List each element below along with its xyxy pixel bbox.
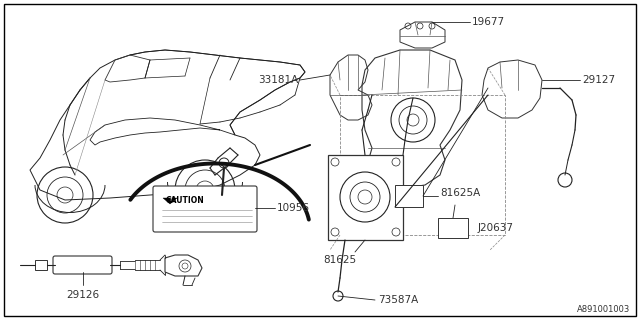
Text: !: ! (169, 196, 172, 202)
Text: 29126: 29126 (67, 290, 100, 300)
Text: 33181A: 33181A (258, 75, 298, 85)
Text: A891001003: A891001003 (577, 305, 630, 314)
Text: 73587A: 73587A (378, 295, 419, 305)
Text: 81625A: 81625A (440, 188, 480, 198)
Bar (395, 185, 423, 207)
FancyBboxPatch shape (153, 186, 257, 232)
Text: 29127: 29127 (582, 75, 615, 85)
Text: 19677: 19677 (472, 17, 505, 27)
Text: J20637: J20637 (478, 223, 514, 233)
Text: 81625: 81625 (323, 255, 356, 265)
Bar (340, 95, 505, 235)
FancyBboxPatch shape (53, 256, 112, 274)
Text: 10956: 10956 (277, 203, 310, 213)
Bar (328, 155, 403, 240)
Bar (35, 260, 47, 270)
Polygon shape (163, 198, 177, 204)
Text: CAUTION: CAUTION (166, 196, 204, 204)
Bar (438, 218, 468, 238)
